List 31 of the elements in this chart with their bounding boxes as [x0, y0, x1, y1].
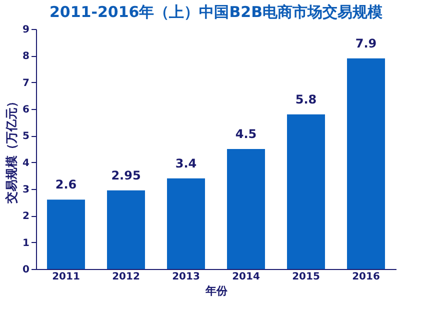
data-label: 7.9 — [355, 36, 377, 50]
y-tick-label: 6 — [22, 104, 30, 116]
y-tick-label: 8 — [22, 51, 30, 62]
x-tick-label: 2011 — [52, 272, 80, 282]
y-tick-label: 2 — [22, 211, 30, 222]
data-label: 4.5 — [235, 127, 257, 141]
bar — [227, 149, 265, 269]
bar — [347, 58, 385, 269]
bar — [167, 178, 205, 269]
x-tick-label: 2015 — [292, 272, 320, 282]
data-label: 2.6 — [55, 178, 77, 192]
x-tick-label: 2013 — [172, 272, 200, 282]
data-label: 3.4 — [175, 156, 197, 170]
y-axis-title: 交易规模（万亿元） — [4, 96, 19, 204]
y-tick-label: 4 — [22, 158, 30, 169]
y-tick-label: 1 — [22, 238, 30, 249]
bar — [107, 190, 145, 269]
x-axis-title: 年份 — [204, 284, 228, 298]
y-tick-label: 3 — [22, 184, 30, 196]
y-tick-label: 5 — [22, 131, 30, 142]
y-tick-label: 0 — [22, 264, 30, 276]
data-label: 5.8 — [295, 92, 317, 106]
x-tick-label: 2016 — [352, 272, 380, 282]
x-tick-label: 2014 — [232, 272, 260, 282]
y-tick-label: 9 — [22, 24, 30, 36]
x-tick-label: 2012 — [112, 272, 140, 282]
data-label: 2.95 — [111, 168, 141, 182]
bar — [47, 200, 85, 269]
chart-title: 2011-2016年（上）中国B2B电商市场交易规模 — [49, 3, 384, 21]
y-tick-label: 7 — [22, 78, 30, 89]
bar — [287, 114, 325, 269]
